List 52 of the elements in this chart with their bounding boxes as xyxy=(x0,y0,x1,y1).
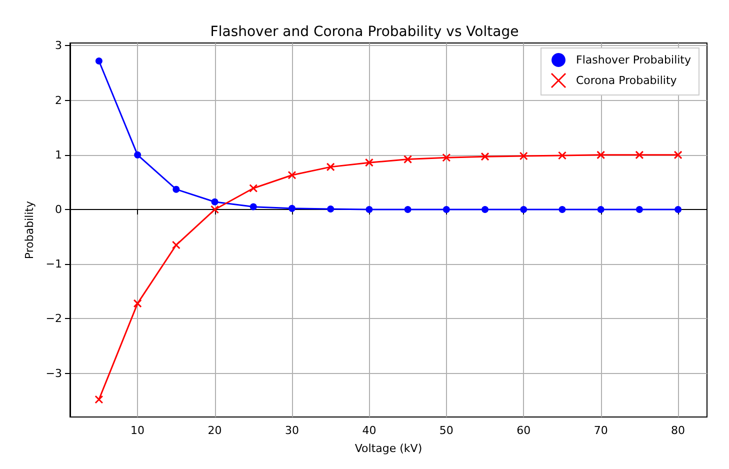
legend-label: Flashover Probability xyxy=(576,54,692,66)
point xyxy=(327,205,334,212)
point xyxy=(172,186,180,193)
point xyxy=(364,158,374,167)
point xyxy=(133,299,142,308)
point xyxy=(442,206,450,214)
point xyxy=(635,150,644,160)
x-tick-label: 80 xyxy=(671,424,686,437)
point xyxy=(94,395,104,404)
point xyxy=(249,184,258,192)
point xyxy=(172,240,180,250)
point xyxy=(596,150,606,160)
point xyxy=(366,206,373,214)
y-tick-label: −3 xyxy=(46,366,62,380)
point xyxy=(674,206,682,214)
x-tick-label: 70 xyxy=(594,424,608,437)
y-tick-label: 2 xyxy=(55,94,62,107)
x-tick-label: 30 xyxy=(284,424,299,437)
point xyxy=(404,155,412,164)
point xyxy=(520,206,528,214)
chart-title: Flashover and Corona Probability vs Voltage xyxy=(210,24,519,40)
x-axis-title: Voltage (kV) xyxy=(354,442,422,455)
point xyxy=(134,151,142,158)
legend-label: Corona Probability xyxy=(576,74,678,87)
point xyxy=(442,153,451,162)
point xyxy=(519,152,528,160)
y-tick-label: 3 xyxy=(55,39,62,52)
y-tick-label: −2 xyxy=(46,312,62,326)
point xyxy=(597,206,604,214)
point xyxy=(636,206,643,214)
point xyxy=(482,206,489,214)
point xyxy=(210,205,220,214)
point xyxy=(558,206,566,214)
point xyxy=(250,203,257,210)
x-tick-label: 40 xyxy=(362,424,376,437)
point xyxy=(674,150,682,160)
point xyxy=(404,206,412,214)
point xyxy=(288,204,296,212)
x-tick-label: 20 xyxy=(208,424,222,437)
y-tick-label: −1 xyxy=(46,258,62,271)
point xyxy=(95,58,102,65)
x-tick-label: 50 xyxy=(439,424,454,437)
x-tick-label: 10 xyxy=(130,424,145,437)
point xyxy=(288,170,296,180)
y-tick-label: 1 xyxy=(55,148,62,162)
point xyxy=(211,198,218,206)
x-tick-label: 60 xyxy=(516,424,531,437)
point xyxy=(480,152,490,161)
y-axis-title: Probability xyxy=(22,200,36,260)
point xyxy=(326,162,335,172)
point xyxy=(558,151,566,160)
y-tick-label: 0 xyxy=(55,203,62,216)
